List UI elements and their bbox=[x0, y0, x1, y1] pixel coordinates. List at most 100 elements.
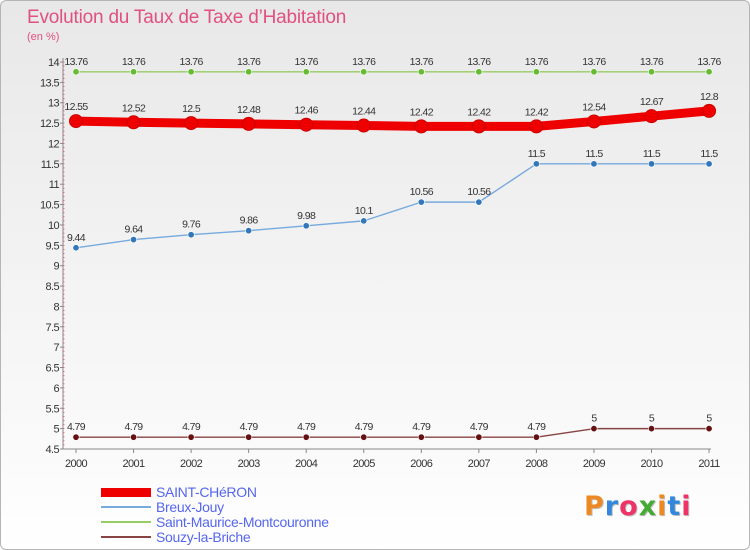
data-point bbox=[72, 244, 80, 252]
legend-swatch bbox=[101, 521, 151, 523]
data-label: 13.76 bbox=[352, 56, 376, 68]
legend-label: Saint-Maurice-Montcouronne bbox=[156, 514, 329, 530]
x-tick-label: 2007 bbox=[468, 458, 491, 470]
chart-title: Evolution du Taux de Taxe d’Habitation bbox=[27, 7, 347, 28]
data-point bbox=[417, 433, 425, 441]
data-point bbox=[130, 433, 138, 441]
data-label: 13.76 bbox=[582, 56, 606, 68]
x-tick-label: 2011 bbox=[698, 458, 720, 470]
data-point bbox=[187, 433, 195, 441]
data-label: 4.79 bbox=[355, 421, 374, 433]
data-point bbox=[475, 433, 483, 441]
data-point bbox=[705, 160, 713, 168]
data-label: 11.5 bbox=[585, 148, 603, 160]
x-tick-label: 2001 bbox=[123, 458, 146, 470]
logo-letter: x bbox=[638, 491, 658, 522]
data-label: 13.76 bbox=[525, 56, 549, 68]
data-point bbox=[302, 68, 310, 76]
data-point bbox=[417, 198, 425, 206]
data-label: 9.98 bbox=[297, 210, 316, 222]
legend-swatch bbox=[101, 488, 151, 497]
legend-swatch bbox=[101, 536, 151, 538]
y-tick-label: 13.5 bbox=[40, 77, 59, 89]
data-label: 12.42 bbox=[410, 106, 434, 118]
legend: SAINT-CHéRON Breux-Jouy Saint-Maurice-Mont… bbox=[101, 484, 481, 545]
logo-letter: o bbox=[619, 491, 639, 522]
series-3: 4.79 4.79 4.79 4.79 4.79 4.79 4.79 4.79 4.79 5 5 5 bbox=[67, 413, 713, 441]
data-label: 9.64 bbox=[125, 224, 144, 236]
data-point bbox=[72, 433, 80, 441]
y-tick-label: 9.5 bbox=[46, 240, 60, 252]
x-tick-label: 2000 bbox=[65, 458, 88, 470]
legend-label: Souzy-la-Briche bbox=[156, 529, 251, 545]
data-label: 5 bbox=[591, 413, 597, 425]
y-tick-label: 6.5 bbox=[46, 363, 60, 375]
data-label: 12.46 bbox=[295, 105, 319, 117]
data-label: 9.86 bbox=[240, 215, 259, 227]
y-tick-label: 12 bbox=[48, 138, 60, 150]
data-label: 4.79 bbox=[412, 421, 431, 433]
legend-label: Breux-Jouy bbox=[156, 499, 224, 515]
data-label: 13.76 bbox=[467, 56, 491, 68]
y-tick-label: 14 bbox=[48, 57, 60, 69]
x-tick-label: 2004 bbox=[295, 458, 318, 470]
data-label: 12.42 bbox=[525, 106, 549, 118]
data-point bbox=[187, 68, 195, 76]
data-label: 13.76 bbox=[697, 56, 721, 68]
data-label: 12.55 bbox=[64, 101, 88, 113]
data-label: 12.42 bbox=[467, 106, 491, 118]
data-point bbox=[130, 236, 138, 244]
data-label: 12.54 bbox=[582, 101, 606, 113]
data-point bbox=[529, 119, 544, 134]
data-point bbox=[245, 433, 253, 441]
logo-letter: i bbox=[681, 491, 692, 522]
y-tick-label: 4.5 bbox=[46, 444, 60, 456]
data-point bbox=[532, 160, 540, 168]
legend-item: Souzy-la-Briche bbox=[101, 529, 481, 545]
legend-item: Breux-Jouy bbox=[101, 499, 481, 515]
y-tick-label: 10 bbox=[48, 220, 60, 232]
data-label: 13.76 bbox=[410, 56, 434, 68]
data-label: 9.44 bbox=[67, 232, 86, 244]
data-point bbox=[245, 68, 253, 76]
x-tick-label: 2005 bbox=[353, 458, 376, 470]
y-tick-label: 10.5 bbox=[40, 200, 59, 212]
series-line bbox=[75, 163, 710, 249]
data-label: 4.79 bbox=[297, 421, 316, 433]
data-point bbox=[647, 160, 655, 168]
y-tick-label: 11 bbox=[49, 179, 60, 191]
data-point bbox=[532, 433, 540, 441]
data-point bbox=[590, 160, 598, 168]
series-2: 9.44 9.64 9.76 9.86 9.98 10.1 10.56 10.56 11.5 11… bbox=[67, 148, 719, 252]
logo-letter: i bbox=[657, 491, 668, 522]
data-point bbox=[302, 433, 310, 441]
data-point bbox=[414, 119, 429, 134]
data-point bbox=[356, 118, 371, 133]
y-tick-label: 7.5 bbox=[46, 322, 60, 334]
x-tick-label: 2010 bbox=[640, 458, 663, 470]
data-point bbox=[532, 68, 540, 76]
data-label: 10.56 bbox=[410, 186, 434, 198]
data-label: 4.79 bbox=[125, 421, 144, 433]
data-label: 13.76 bbox=[295, 56, 319, 68]
data-label: 13.76 bbox=[64, 56, 88, 68]
data-label: 4.79 bbox=[182, 421, 201, 433]
proxiti-logo: Proxiti bbox=[584, 491, 692, 522]
data-point bbox=[72, 68, 80, 76]
data-label: 12.52 bbox=[122, 102, 146, 114]
series-line bbox=[75, 427, 710, 438]
logo-letter: t bbox=[667, 491, 682, 522]
x-tick-label: 2003 bbox=[238, 458, 261, 470]
data-point bbox=[245, 227, 253, 235]
data-point bbox=[590, 68, 598, 76]
data-point bbox=[471, 119, 486, 134]
y-tick-label: 11.5 bbox=[41, 159, 60, 171]
data-point bbox=[647, 68, 655, 76]
series-0: 13.76 13.76 13.76 13.76 13.76 13.76 13.76 13.76… bbox=[64, 56, 722, 76]
data-point bbox=[590, 425, 598, 433]
data-label: 13.76 bbox=[237, 56, 261, 68]
data-point bbox=[299, 117, 314, 132]
data-point bbox=[184, 116, 199, 131]
axes: 4.5 5 5.5 6 6.5 7 7.5 8 8.5 9 9.5 10 10.5 11 11.5 12 12.… bbox=[40, 57, 721, 470]
data-label: 12.44 bbox=[352, 106, 376, 118]
